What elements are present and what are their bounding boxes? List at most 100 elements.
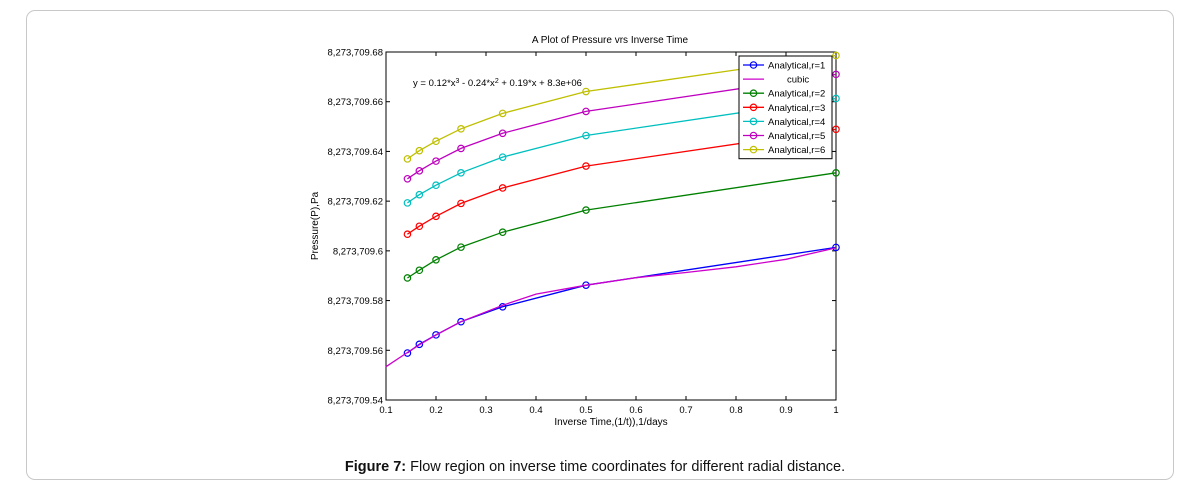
- series-line-r3: [407, 128, 837, 235]
- legend-item-r1: Analytical,r=1: [743, 61, 825, 72]
- y-axis-ticks: 8,273,709.54 8,273,709.56 8,273,709.58 8,27…: [328, 48, 836, 407]
- series-line-cubic: [385, 247, 837, 368]
- x-tick-label: 1: [833, 405, 838, 416]
- series-line-r2: [407, 172, 837, 279]
- legend-label: cubic: [787, 75, 809, 86]
- legend-swatch-marker: [749, 61, 758, 69]
- data-point-r3: [832, 125, 840, 134]
- data-point-r4: [582, 131, 590, 140]
- data-point-r3: [498, 184, 507, 192]
- series-r4: [403, 94, 840, 207]
- data-point-r4: [403, 199, 412, 207]
- legend-label: Analytical,r=3: [768, 103, 825, 114]
- legend-item-cubic: cubic: [743, 75, 809, 86]
- legend-label: Analytical,r=1: [768, 61, 825, 72]
- data-point-r3: [415, 222, 424, 231]
- x-axis-label: Inverse Time,(1/t)),1/days: [554, 417, 667, 428]
- x-tick-label: 0.9: [779, 405, 792, 416]
- data-point-r2: [403, 274, 412, 282]
- series-cubic: [385, 247, 837, 368]
- legend-label: Analytical,r=4: [768, 117, 825, 128]
- legend-swatch-marker: [749, 103, 758, 112]
- y-tick-label: 8,273,709.6: [333, 246, 383, 257]
- series-line-r4: [407, 97, 837, 204]
- data-point-r2: [582, 206, 590, 214]
- legend-label: Analytical,r=6: [768, 145, 825, 156]
- legend-swatch-marker: [749, 131, 758, 140]
- data-point-r1: [457, 317, 465, 326]
- data-point-r5: [582, 107, 590, 116]
- series-r2: [403, 169, 840, 282]
- data-point-r3: [582, 162, 590, 170]
- x-tick-label: 0.7: [679, 405, 692, 416]
- data-point-r3: [403, 230, 412, 239]
- data-point-r3: [432, 212, 440, 221]
- y-tick-label: 8,273,709.66: [328, 97, 383, 108]
- y-tick-label: 8,273,709.54: [328, 396, 383, 407]
- legend-item-r6: Analytical,r=6: [743, 145, 825, 156]
- legend: Analytical,r=1 cubic Analytical,r=2 Analyti…: [738, 55, 833, 160]
- series-r5: [403, 70, 840, 183]
- chart-title: A Plot of Pressure vrs Inverse Time: [532, 35, 689, 46]
- data-point-r2: [457, 243, 465, 251]
- legend-item-r2: Analytical,r=2: [743, 89, 825, 100]
- series-r6: [403, 51, 840, 163]
- legend-item-r3: Analytical,r=3: [743, 103, 825, 114]
- series-layer: [385, 51, 840, 368]
- x-tick-label: 0.2: [429, 405, 442, 416]
- data-point-r6: [415, 146, 424, 155]
- series-r3: [403, 125, 840, 239]
- data-point-r5: [415, 167, 424, 175]
- legend-swatch-marker: [749, 117, 758, 126]
- legend-item-r4: Analytical,r=4: [743, 117, 825, 128]
- y-tick-label: 8,273,709.58: [328, 296, 383, 307]
- x-axis-ticks: 0.1 0.2 0.3 0.4 0.5 0.6 0.7 0.8 0.9 1: [379, 52, 839, 416]
- data-point-r5: [403, 174, 412, 183]
- y-tick-label: 8,273,709.56: [328, 346, 383, 357]
- data-point-r5: [498, 129, 507, 138]
- data-point-r4: [432, 181, 440, 190]
- data-point-r6: [582, 87, 590, 96]
- data-point-r6: [403, 155, 412, 163]
- caption-label: Figure 7:: [344, 459, 407, 475]
- legend-swatch-marker: [749, 145, 758, 154]
- y-axis-label: Pressure(P),Pa: [310, 191, 321, 260]
- x-tick-label: 0.6: [629, 405, 642, 416]
- data-point-r5: [432, 157, 440, 165]
- x-tick-label: 0.3: [479, 405, 492, 416]
- data-point-r2: [498, 228, 507, 237]
- data-point-r1: [432, 331, 440, 339]
- data-point-r2: [432, 256, 440, 264]
- legend-item-r5: Analytical,r=5: [743, 131, 825, 142]
- y-tick-label: 8,273,709.68: [328, 48, 383, 59]
- data-point-r6: [832, 51, 840, 60]
- x-tick-label: 0.8: [729, 405, 742, 416]
- caption-text: Flow region on inverse time coordinates …: [410, 459, 846, 475]
- legend-swatch-marker: [749, 89, 758, 98]
- data-point-r4: [457, 169, 465, 177]
- data-point-r5: [832, 70, 840, 79]
- figure-caption: Figure 7: Flow region on inverse time co…: [0, 459, 1190, 475]
- data-point-r1: [415, 340, 424, 349]
- data-point-r6: [457, 125, 465, 133]
- y-tick-label: 8,273,709.64: [328, 147, 383, 158]
- data-point-r6: [498, 109, 507, 118]
- data-point-r3: [457, 199, 465, 208]
- data-point-r4: [832, 94, 840, 103]
- data-point-r1: [403, 349, 412, 357]
- legend-label: Analytical,r=2: [768, 89, 825, 100]
- x-tick-label: 0.4: [529, 405, 542, 416]
- x-tick-label: 0.5: [579, 405, 592, 416]
- x-tick-label: 0.1: [379, 405, 392, 416]
- data-point-r1: [832, 243, 840, 252]
- data-point-r2: [832, 169, 840, 177]
- data-point-r5: [457, 144, 465, 153]
- data-point-r4: [415, 190, 424, 199]
- data-point-r4: [498, 153, 507, 161]
- series-line-r5: [407, 73, 837, 180]
- data-point-r6: [432, 137, 440, 146]
- y-tick-label: 8,273,709.62: [328, 197, 383, 208]
- data-point-r2: [415, 266, 424, 275]
- series-line-r6: [407, 54, 837, 160]
